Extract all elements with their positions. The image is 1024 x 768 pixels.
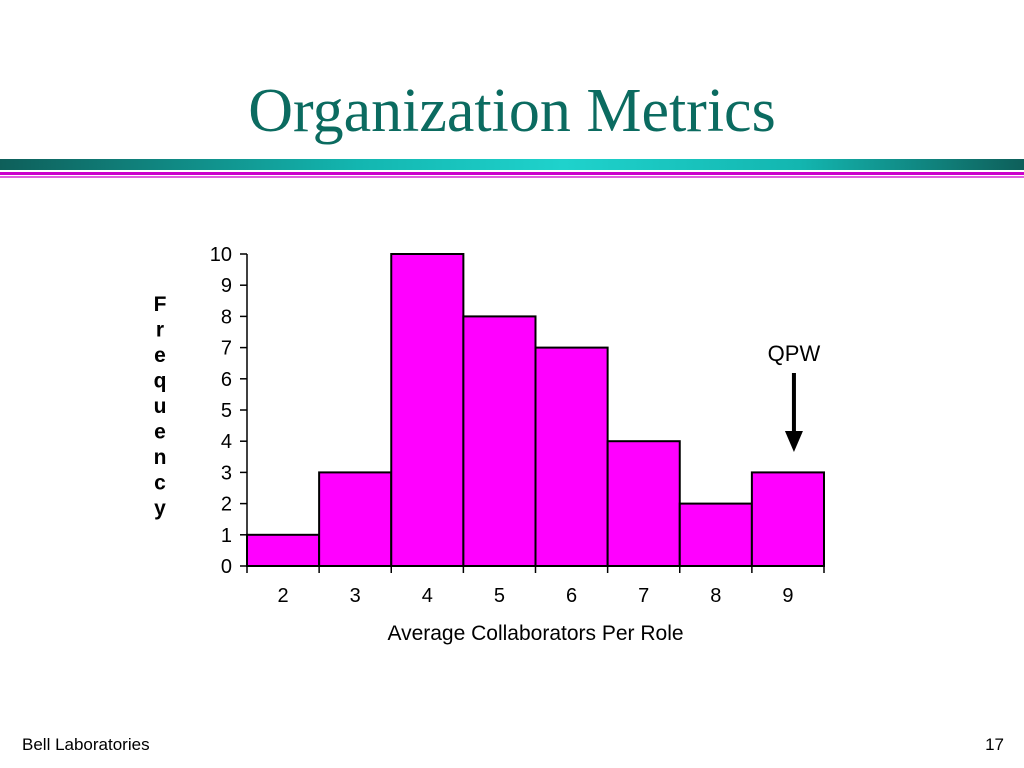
bar-9 (750, 471, 825, 567)
title-divider-teal (0, 159, 1024, 170)
y-tick-label-7: 7 (221, 338, 232, 360)
y-tick-label-6: 6 (221, 369, 232, 391)
annotation-label: QPW (768, 341, 821, 366)
bar-2 (246, 533, 321, 567)
y-tick-label-10: 10 (210, 244, 232, 266)
bar-8 (678, 502, 753, 568)
bar-6 (534, 346, 609, 567)
bar-4 (390, 253, 465, 567)
x-tick-label-6: 6 (566, 585, 577, 607)
x-tick-label-3: 3 (350, 585, 361, 607)
histogram-chart: 0 1 2 3 4 5 6 7 8 9 10 2 3 4 5 6 7 8 9 Average Collaborator… (154, 244, 825, 645)
x-tick-label-8: 8 (710, 585, 721, 607)
x-tick-label-9: 9 (782, 585, 793, 607)
y-tick-label-8: 8 (221, 306, 232, 328)
y-tick-label-1: 1 (221, 525, 232, 547)
x-tick-label-7: 7 (638, 585, 649, 607)
y-tick-label-5: 5 (221, 400, 232, 422)
annotation-arrow-head (784, 431, 803, 452)
bar-7 (606, 440, 681, 568)
x-tick-label-5: 5 (494, 585, 505, 607)
slide-title: Organization Metrics (248, 77, 776, 145)
y-tick-label-4: 4 (221, 431, 232, 453)
x-tick-label-2: 2 (278, 585, 289, 607)
footer-organization: Bell Laboratories (22, 735, 150, 754)
title-divider-magenta-thin (0, 176, 1024, 178)
page-number: 17 (985, 735, 1004, 754)
y-tick-label-3: 3 (221, 462, 232, 484)
y-tick-label-2: 2 (221, 494, 232, 516)
x-tick-label-4: 4 (422, 585, 433, 607)
x-axis-title: Average Collaborators Per Role (387, 622, 683, 645)
bar-5 (462, 315, 537, 567)
y-tick-label-0: 0 (221, 556, 232, 578)
title-divider-magenta (0, 172, 1024, 175)
bar-3 (318, 471, 393, 567)
y-tick-label-9: 9 (221, 275, 232, 297)
